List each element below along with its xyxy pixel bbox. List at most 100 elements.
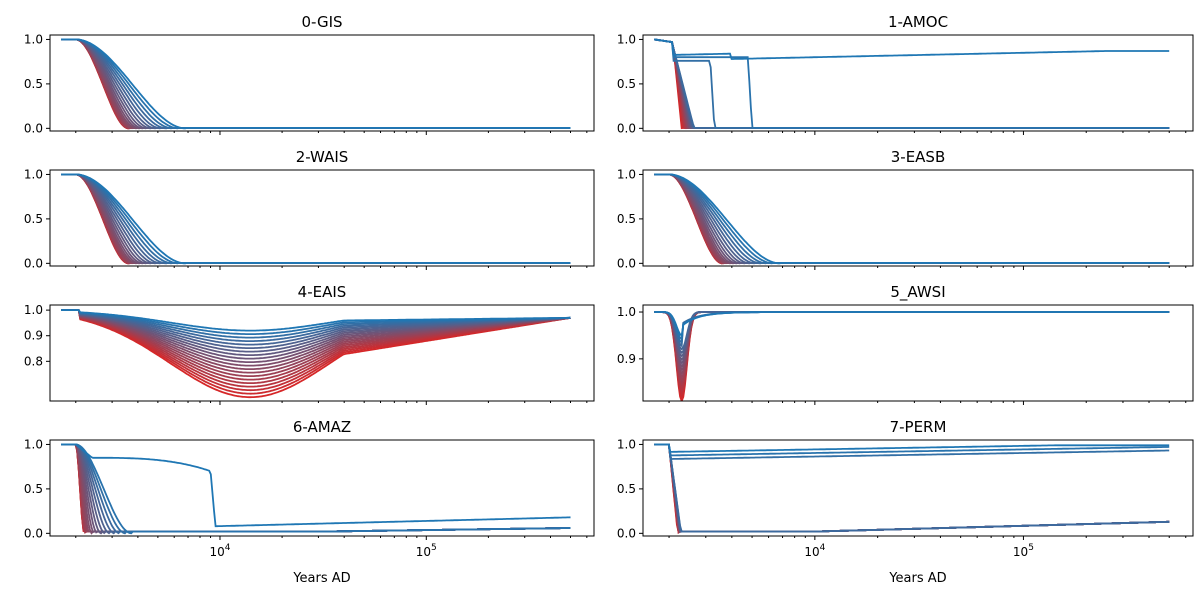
series-line — [654, 38, 1170, 129]
series-line — [654, 443, 1170, 453]
subplot-title: 5_AWSI — [890, 283, 945, 302]
subplot-0-gis: 0-GIS 0.0 0.5 1.0 — [24, 13, 595, 135]
series-line — [654, 173, 1170, 265]
x-tick-label: 104 — [804, 543, 825, 559]
series-line — [654, 311, 1170, 358]
subplot-4-eais: 4-EAIS 0.8 0.9 1.0 — [24, 283, 595, 405]
axes-frame — [49, 304, 595, 402]
y-tick-label: 0.8 — [24, 354, 43, 368]
series-line — [654, 38, 1170, 129]
series-line — [654, 443, 1170, 457]
series-line — [654, 38, 1170, 129]
y-tick-label: 0.0 — [617, 526, 636, 540]
axes-frame — [49, 169, 595, 267]
series-line — [654, 311, 1170, 351]
subplot-title: 7-PERM — [890, 418, 947, 436]
series-line — [654, 311, 1170, 383]
subplot-7-perm: 7-PERM 0.0 0.5 1.0 104 105 Years AD — [617, 418, 1194, 586]
y-tick-label: 1.0 — [24, 32, 43, 46]
series-group — [654, 173, 1170, 265]
series-line — [654, 38, 1170, 129]
axes-frame — [642, 439, 1194, 537]
y-tick-label: 1.0 — [24, 167, 43, 181]
series-line — [654, 311, 1170, 400]
x-tick-label: 104 — [209, 543, 230, 559]
series-line — [654, 38, 1170, 129]
series-line — [61, 443, 571, 528]
series-line — [654, 311, 1170, 397]
series-line — [654, 311, 1170, 355]
series-line — [654, 311, 1170, 365]
series-line — [654, 311, 1170, 390]
y-tick-label: 0.9 — [24, 329, 43, 343]
series-line — [654, 311, 1170, 379]
y-tick-label: 0.5 — [24, 482, 43, 496]
series-group — [654, 443, 1170, 535]
subplot-1-amoc: 1-AMOC 0.0 0.5 1.0 — [617, 13, 1194, 135]
subplot-title: 1-AMOC — [888, 13, 948, 31]
series-line — [61, 443, 571, 535]
subplot-title: 0-GIS — [301, 13, 342, 31]
series-line — [654, 38, 1170, 130]
y-tick-label: 1.0 — [617, 167, 636, 181]
y-tick-label: 0.5 — [617, 212, 636, 226]
series-line — [61, 38, 571, 130]
y-tick-label: 1.0 — [617, 305, 636, 319]
series-line — [654, 38, 1170, 129]
y-tick-label: 0.0 — [24, 256, 43, 270]
y-tick-label: 1.0 — [24, 303, 43, 317]
subplot-2-wais: 2-WAIS 0.0 0.5 1.0 — [24, 148, 595, 270]
series-line — [654, 38, 1170, 60]
series-line — [654, 38, 1170, 129]
subplot-6-amaz: 6-AMAZ 0.0 0.5 1.0 104 105 Years AD — [24, 418, 595, 586]
axes-frame — [642, 304, 1194, 402]
subplot-3-easb: 3-EASB 0.0 0.5 1.0 — [617, 148, 1194, 270]
series-line — [654, 38, 1170, 129]
subplot-5_awsi: 5_AWSI 0.9 1.0 — [617, 283, 1194, 405]
subplot-title: 2-WAIS — [296, 148, 349, 166]
series-line — [654, 38, 1170, 129]
subplot-title: 6-AMAZ — [293, 418, 351, 436]
series-group — [61, 38, 571, 130]
series-line — [654, 38, 1170, 129]
subplot-title: 4-EAIS — [298, 283, 347, 301]
series-line — [654, 311, 1170, 341]
series-line — [654, 38, 1170, 129]
y-tick-label: 1.0 — [617, 32, 636, 46]
series-line — [654, 311, 1170, 337]
y-tick-label: 0.9 — [617, 352, 636, 366]
subplot-title: 3-EASB — [891, 148, 946, 166]
series-group — [61, 443, 571, 535]
series-group — [654, 38, 1170, 130]
axes-frame — [642, 169, 1194, 267]
x-tick-label: 105 — [1013, 543, 1034, 559]
series-line — [654, 443, 1170, 533]
y-tick-label: 0.5 — [617, 77, 636, 91]
series-line — [61, 38, 571, 130]
x-tick-label: 105 — [416, 543, 437, 559]
series-line — [654, 311, 1170, 401]
y-tick-label: 0.5 — [24, 77, 43, 91]
series-line — [654, 38, 1170, 129]
series-line — [654, 311, 1170, 376]
series-group — [654, 311, 1170, 401]
series-line — [654, 311, 1170, 345]
x-axis-label: Years AD — [888, 571, 946, 586]
series-line — [654, 311, 1170, 372]
y-tick-label: 0.0 — [617, 121, 636, 135]
series-line — [654, 38, 1170, 129]
axes-frame — [49, 439, 595, 537]
axes-frame — [49, 34, 595, 132]
series-group — [61, 173, 571, 265]
y-tick-label: 1.0 — [617, 437, 636, 451]
series-line — [654, 311, 1170, 386]
axes-frame — [642, 34, 1194, 132]
series-line — [654, 38, 1170, 129]
y-tick-label: 0.0 — [24, 526, 43, 540]
x-axis-label: Years AD — [292, 571, 350, 586]
series-line — [654, 311, 1170, 362]
series-line — [654, 38, 1170, 129]
y-tick-label: 0.0 — [24, 121, 43, 135]
series-line — [654, 38, 1170, 129]
